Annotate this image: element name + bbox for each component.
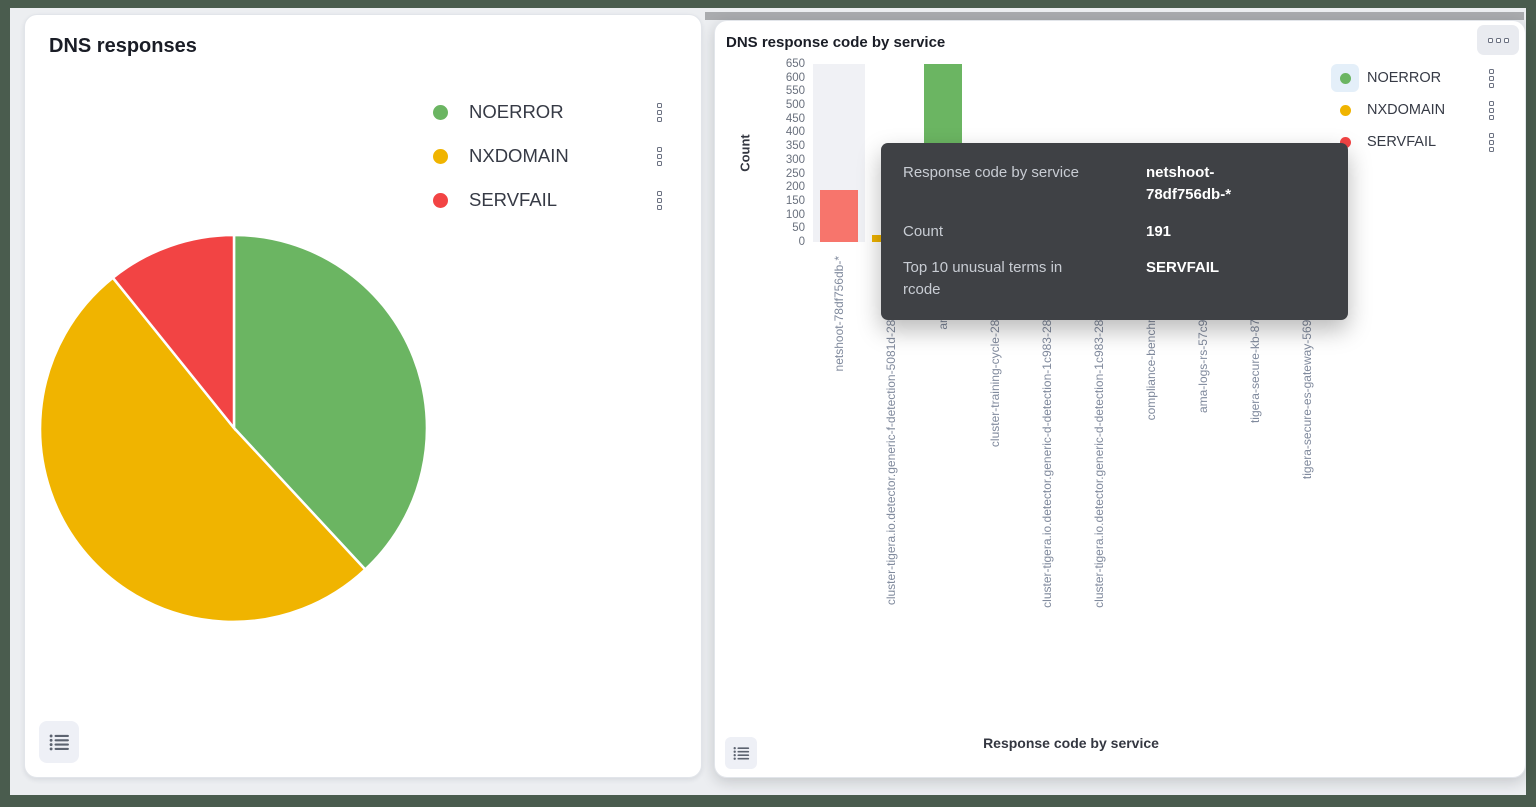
legend-item-noerror[interactable]: NOERROR [426, 98, 662, 126]
panel-dns-response-code-by-service: DNS response code by service Count 0 50 10… [714, 20, 1526, 778]
legend-dot-icon [432, 104, 448, 120]
pie-slice-servfail[interactable] [111, 233, 236, 432]
legend-item-label: NOERROR [1367, 70, 1442, 86]
x-tick-label: cluster-training-cycle-280 [988, 313, 1002, 448]
y-axis-label: Count [737, 134, 753, 172]
tooltip-row-label: Response code by service [903, 164, 1079, 181]
panel-dns-responses: DNS responses NOERROR NXDOMAIN SERVFAIL [24, 14, 702, 778]
x-tick-label: netshoot-78df756db-* [832, 256, 846, 372]
legend-item-label: SERVFAIL [1367, 134, 1437, 150]
pie-slice-noerror[interactable] [232, 233, 429, 572]
legend-item-servfail[interactable]: SERVFAIL [1331, 128, 1494, 156]
y-tick-label: 650 [785, 58, 805, 70]
legend-dot-icon [1339, 72, 1351, 84]
legend-actions-icon[interactable] [1489, 132, 1494, 152]
y-tick-label: 100 [785, 208, 805, 221]
y-tick-label: 300 [785, 153, 805, 166]
bar-servfail-col1[interactable] [820, 189, 858, 242]
tooltip-row-label: Top 10 unusual terms in rcode [903, 259, 1063, 298]
legend-actions-icon[interactable] [1489, 100, 1494, 120]
legend-dot-icon [1339, 104, 1351, 116]
tooltip-row-value: netshoot-78df756db-* [1146, 164, 1232, 203]
y-tick-label: 200 [785, 181, 805, 194]
panel-options-button[interactable] [1477, 25, 1519, 55]
x-tick-label: cluster-tigera.io.detector.generic-d-det… [1092, 313, 1106, 608]
legend-item-label: SERVFAIL [469, 189, 558, 210]
legend-dot-icon [1339, 136, 1351, 148]
pie-slice-nxdomain[interactable] [38, 276, 367, 624]
x-axis-title: Response code by service [983, 735, 1159, 751]
legend-item-label: NXDOMAIN [1367, 102, 1446, 118]
legend-dot-icon [432, 148, 448, 164]
legend-color-swatch [1331, 64, 1359, 92]
legend-actions-icon[interactable] [657, 146, 662, 166]
page-title: DNS response code by service [726, 34, 946, 51]
legend-actions-icon[interactable] [1489, 68, 1494, 88]
legend-dot-icon [432, 192, 448, 208]
tooltip-row-value: 191 [1146, 222, 1172, 240]
dashboard-canvas: DNS responses NOERROR NXDOMAIN SERVFAIL DN… [10, 8, 1526, 795]
pie-chart[interactable] [25, 15, 701, 777]
x-tick-label: tigera-secure-es-gateway-5698 [1300, 313, 1314, 480]
x-tick-label: compliance-benchm [1144, 313, 1158, 421]
list-icon [49, 733, 69, 750]
y-tick-label: 350 [785, 140, 805, 153]
legend-actions-icon[interactable] [657, 190, 662, 210]
legend-color-swatch [426, 142, 454, 170]
legend-color-swatch [426, 98, 454, 126]
y-tick-label: 500 [785, 99, 805, 112]
x-tick-label: tigera-secure-kb-87c [1248, 313, 1262, 424]
x-tick-label: cluster-tigera.io.detector.generic-d-det… [1040, 313, 1054, 608]
legend-item-noerror[interactable]: NOERROR [1331, 64, 1494, 92]
panel-above-edge [705, 12, 1524, 20]
ellipsis-icon [1487, 37, 1509, 43]
legend-item-label: NXDOMAIN [469, 145, 569, 166]
tooltip-row-value: SERVFAIL [1146, 259, 1220, 277]
x-tick-label: ama-logs-rs-57c9b [1196, 313, 1210, 414]
legend-item-nxdomain[interactable]: NXDOMAIN [1331, 96, 1494, 124]
x-tick-label: cluster-tigera.io.detector.generic-f-det… [884, 313, 898, 606]
chart-tooltip: Response code by service netshoot-78df75… [881, 143, 1348, 320]
legend-item-nxdomain[interactable]: NXDOMAIN [426, 142, 662, 170]
legend-toggle-button[interactable] [39, 721, 79, 763]
y-tick-label: 450 [785, 112, 805, 125]
legend-color-swatch [426, 186, 454, 214]
y-tick-label: 550 [785, 85, 805, 98]
tooltip-row-label: Count [903, 222, 944, 240]
legend-actions-icon[interactable] [657, 102, 662, 122]
y-tick-label: 0 [798, 236, 805, 248]
legend-color-swatch [1331, 128, 1359, 156]
legend-toggle-button[interactable] [725, 737, 757, 769]
page-title: DNS responses [49, 35, 197, 57]
y-tick-label: 400 [785, 126, 805, 139]
y-tick-label: 250 [785, 167, 805, 180]
y-tick-label: 150 [785, 194, 805, 207]
legend-item-label: NOERROR [469, 101, 564, 122]
y-tick-label: 600 [785, 71, 805, 84]
y-tick-label: 50 [792, 222, 805, 235]
list-icon [733, 746, 749, 760]
legend-item-servfail[interactable]: SERVFAIL [426, 186, 662, 214]
legend-color-swatch [1331, 96, 1359, 124]
